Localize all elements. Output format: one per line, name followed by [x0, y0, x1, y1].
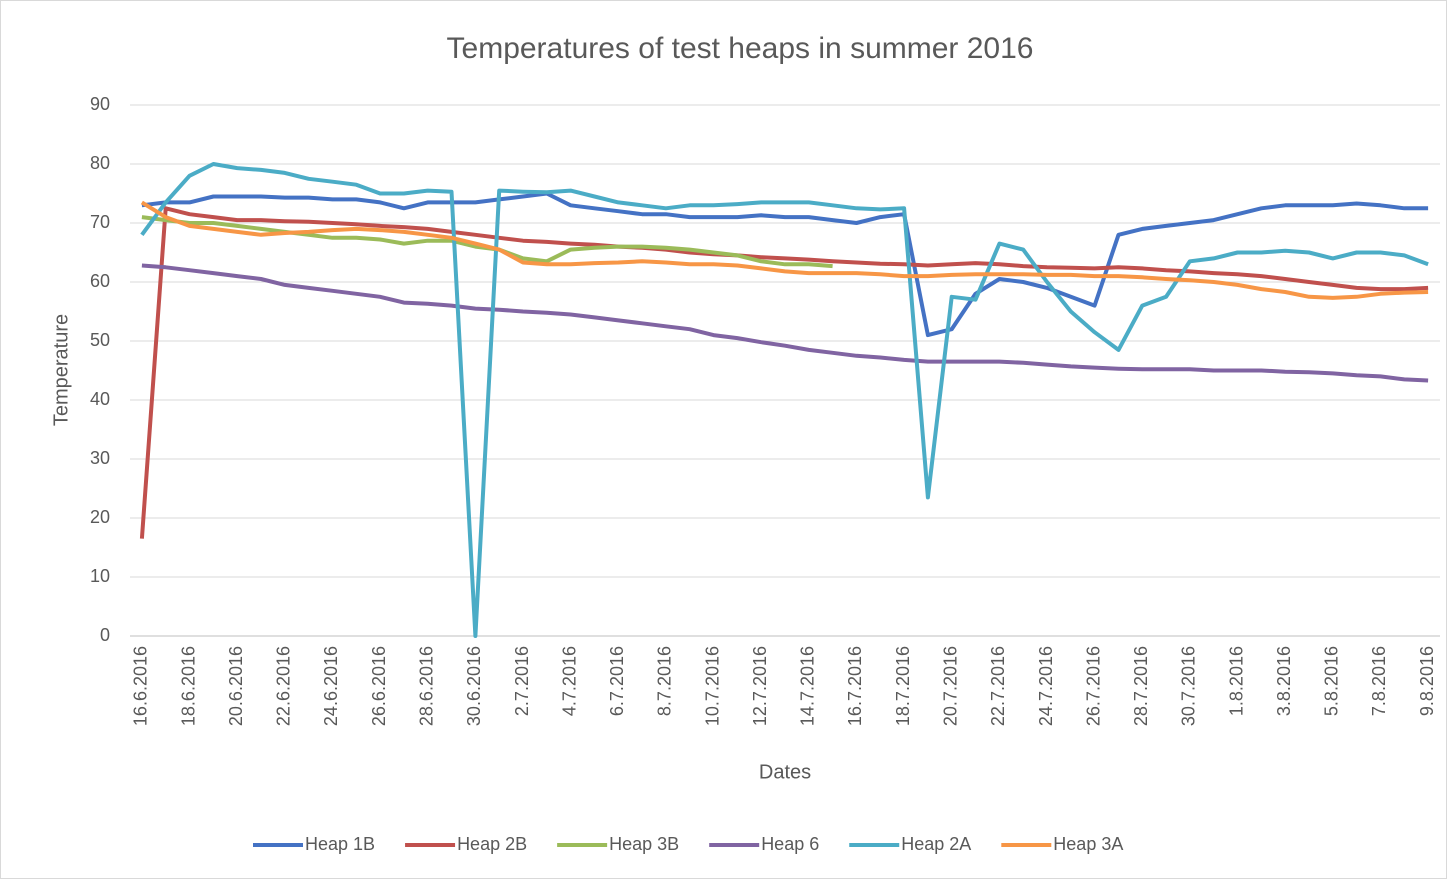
x-tick-label: 16.6.2016: [131, 646, 151, 726]
x-tick-label: 18.6.2016: [178, 646, 198, 726]
series-line: [139, 206, 1429, 539]
x-tick-label: 28.6.2016: [416, 646, 436, 726]
x-tick-label: 26.6.2016: [369, 646, 389, 726]
legend-label: Heap 2B: [457, 834, 527, 854]
y-tick-label: 20: [90, 507, 110, 527]
y-tick-label: 0: [100, 625, 110, 645]
y-tick-label: 10: [90, 566, 110, 586]
x-tick-label: 30.6.2016: [464, 646, 484, 726]
x-tick-label: 7.8.2016: [1369, 646, 1389, 716]
legend-label: Heap 3A: [1053, 834, 1123, 854]
legend-label: Heap 3B: [609, 834, 679, 854]
y-tick-label: 30: [90, 448, 110, 468]
y-tick-label: 90: [90, 94, 110, 114]
y-tick-label: 50: [90, 330, 110, 350]
x-tick-label: 2.7.2016: [512, 646, 532, 716]
x-tick-label: 22.6.2016: [274, 646, 294, 726]
x-tick-label: 22.7.2016: [988, 646, 1008, 726]
y-tick-label: 80: [90, 153, 110, 173]
x-tick-label: 24.6.2016: [321, 646, 341, 726]
y-tick-label: 70: [90, 212, 110, 232]
x-tick-label: 4.7.2016: [559, 646, 579, 716]
x-tick-label: 12.7.2016: [750, 646, 770, 726]
series-line: [140, 200, 1429, 300]
x-tick-label: 8.7.2016: [655, 646, 675, 716]
x-tick-label: 20.6.2016: [226, 646, 246, 726]
x-tick-label: 1.8.2016: [1226, 646, 1246, 716]
x-tick-label: 20.7.2016: [940, 646, 960, 726]
x-axis-title: Dates: [759, 761, 811, 783]
x-tick-label: 28.7.2016: [1131, 646, 1151, 726]
x-tick-label: 16.7.2016: [845, 646, 865, 726]
x-tick-label: 5.8.2016: [1322, 646, 1342, 716]
x-tick-label: 24.7.2016: [1036, 646, 1056, 726]
x-tick-label: 9.8.2016: [1417, 646, 1437, 716]
x-tick-label: 6.7.2016: [607, 646, 627, 716]
y-axis-title: Temperature: [50, 314, 72, 426]
x-tick-label: 30.7.2016: [1179, 646, 1199, 726]
x-tick-label: 10.7.2016: [702, 646, 722, 726]
y-tick-label: 60: [90, 271, 110, 291]
chart-title: Temperatures of test heaps in summer 201…: [447, 32, 1034, 65]
legend-label: Heap 2A: [901, 834, 971, 854]
x-tick-label: 26.7.2016: [1083, 646, 1103, 726]
legend-label: Heap 6: [761, 834, 819, 854]
series-line: [141, 263, 1429, 383]
y-tick-label: 40: [90, 389, 110, 409]
x-tick-label: 3.8.2016: [1274, 646, 1294, 716]
x-tick-label: 18.7.2016: [893, 646, 913, 726]
series-line: [141, 191, 1429, 338]
x-tick-label: 14.7.2016: [798, 646, 818, 726]
series-line: [140, 162, 1429, 638]
legend-label: Heap 1B: [305, 834, 375, 854]
